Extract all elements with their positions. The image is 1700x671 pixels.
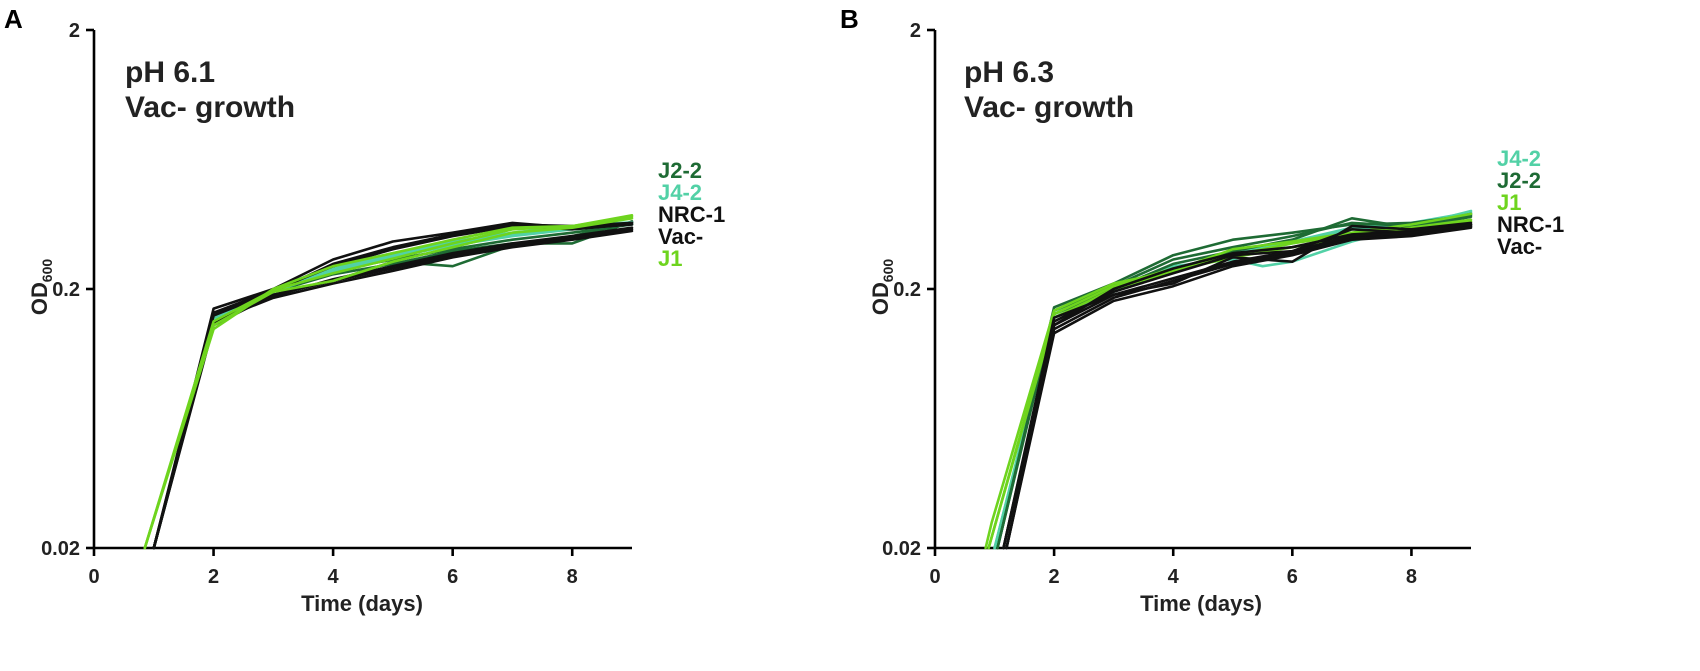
x-tick-label: 6 [1287, 566, 1298, 588]
y-axis-label-main-a: OD [27, 282, 52, 315]
x-tick-label: 8 [1406, 566, 1417, 588]
y-axis-label-main-b: OD [868, 282, 893, 315]
y-axis-label-b: OD600 [868, 259, 896, 316]
series-line-vac [1005, 226, 1473, 550]
series-line-j4-2 [152, 223, 634, 550]
series-line-nrc-1 [1002, 223, 1473, 550]
axes-b: 0.02 0.2 2 0 2 4 6 8 [882, 20, 1471, 588]
chart-title-line2-a: Vac- growth [125, 91, 295, 124]
legend-entry: J1 [658, 246, 682, 271]
series-group-a [143, 214, 634, 550]
legend-entry: J4-2 [658, 180, 702, 205]
legend-entry: NRC-1 [1497, 212, 1564, 237]
x-tick-label: 8 [567, 566, 578, 588]
axes-a: 0.02 0.2 2 0 2 4 6 8 [41, 20, 632, 588]
series-line-j2-2 [152, 223, 634, 550]
series-line-nrc-1 [1002, 224, 1473, 550]
series-line-nrc-1 [1002, 221, 1473, 550]
series-line-vac [152, 228, 634, 550]
x-tick-label: 0 [88, 566, 99, 588]
svg-text:OD600: OD600 [868, 259, 896, 316]
x-tick-label: 2 [208, 566, 219, 588]
x-tick-label: 4 [1168, 566, 1180, 588]
legend-entry: J4-2 [1497, 146, 1541, 171]
x-tick-label: 6 [447, 566, 458, 588]
series-line-vac [1005, 223, 1473, 550]
series-line-j1 [987, 218, 1473, 550]
legend-entry: J1 [1497, 190, 1521, 215]
legend-entry: Vac- [1497, 234, 1542, 259]
panel-label-b: B [840, 4, 859, 34]
x-axis-label-b: Time (days) [1140, 591, 1262, 616]
series-line-vac [152, 226, 634, 550]
x-tick-label: 0 [929, 566, 940, 588]
legend-entry: J2-2 [658, 158, 702, 183]
chart-title-line1-b: pH 6.3 [964, 56, 1054, 89]
y-tick-label: 0.02 [41, 538, 80, 560]
y-tick-label: 0.2 [893, 279, 921, 301]
chart-title-line1-a: pH 6.1 [125, 56, 215, 89]
y-axis-label-a: OD600 [27, 259, 55, 316]
legend-entry: NRC-1 [658, 202, 725, 227]
x-tick-label: 4 [328, 566, 340, 588]
series-line-vac [1005, 224, 1473, 550]
chart-title-line2-b: Vac- growth [964, 91, 1134, 124]
x-axis-label-a: Time (days) [301, 591, 423, 616]
chart-panel-b: B pH 6.3 Vac- growth Time (days) OD600 0… [840, 4, 1564, 616]
panel-label-a: A [4, 4, 23, 34]
series-line-vac [152, 229, 634, 550]
svg-text:OD600: OD600 [27, 259, 55, 316]
y-tick-label: 2 [910, 20, 921, 42]
chart-panel-a: A pH 6.1 Vac- growth Time (days) OD600 0… [4, 4, 725, 616]
series-line-j1 [987, 220, 1473, 550]
y-axis-label-sub-a: 600 [39, 259, 55, 283]
legend-entry: Vac- [658, 224, 703, 249]
y-tick-label: 0.02 [882, 538, 921, 560]
series-line-j1 [143, 215, 634, 550]
series-line-j1 [143, 217, 634, 550]
y-tick-label: 0.2 [52, 279, 80, 301]
x-tick-label: 2 [1049, 566, 1060, 588]
series-line-nrc-1 [152, 223, 634, 550]
y-tick-label: 2 [69, 20, 80, 42]
series-group-b [984, 209, 1473, 550]
legend-entry: J2-2 [1497, 168, 1541, 193]
y-axis-label-sub-b: 600 [880, 259, 896, 283]
